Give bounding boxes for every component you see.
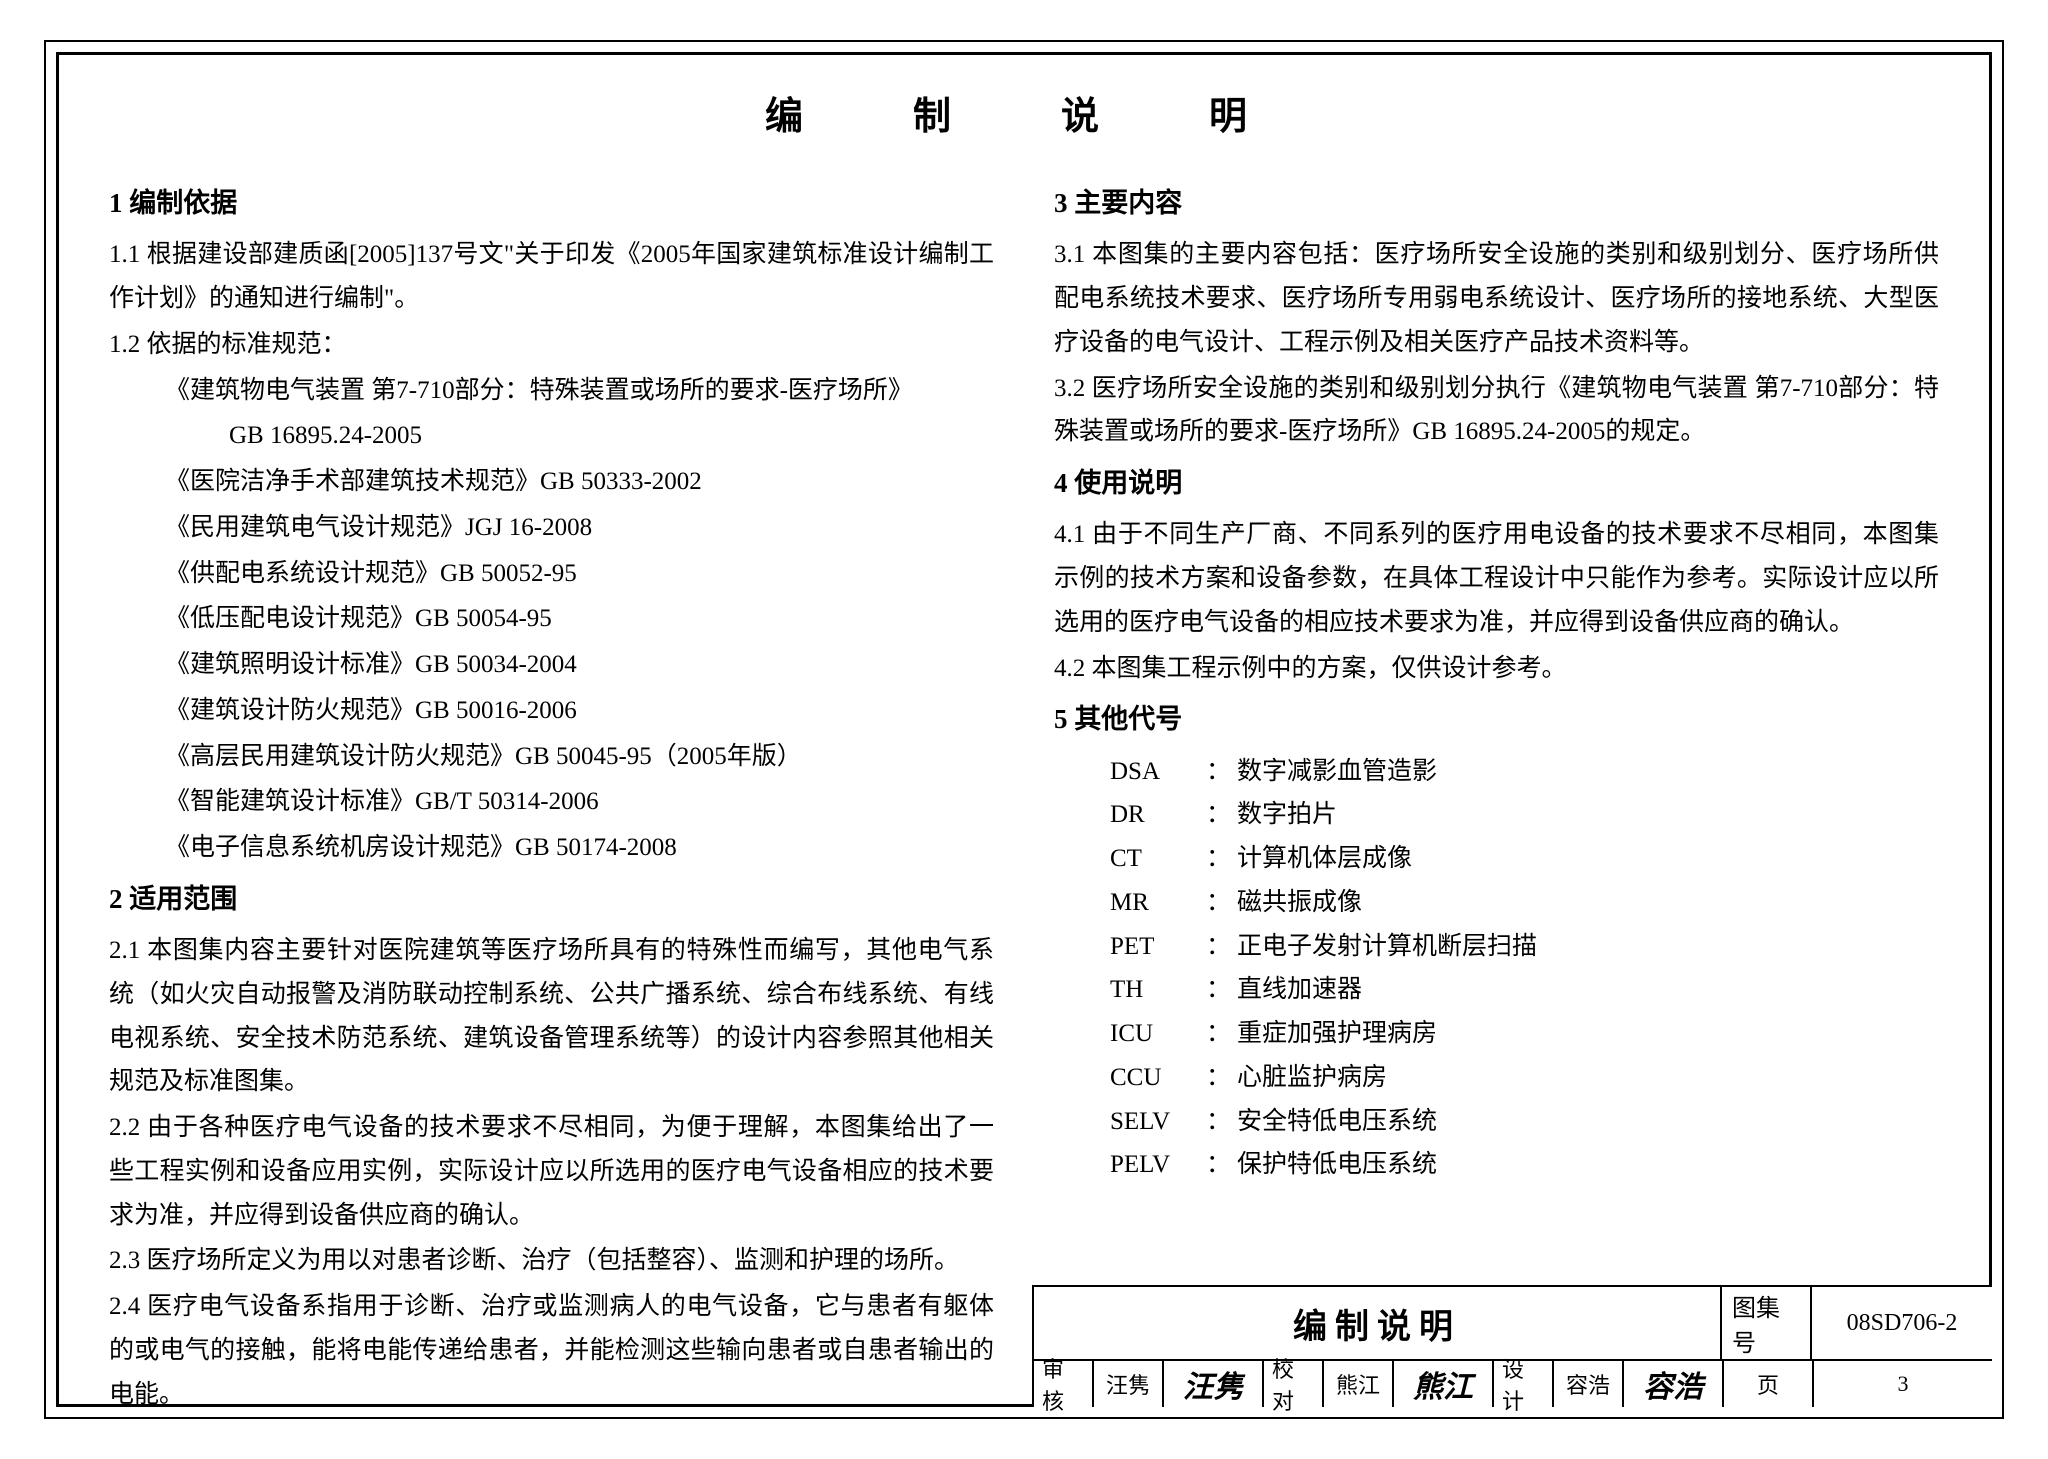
abbr-code: PELV — [1110, 1143, 1200, 1187]
page: 编 制 说 明 1 编制依据 1.1 根据建设部建质函[2005]137号文"关… — [0, 0, 2048, 1459]
abbr-desc: 计算机体层成像 — [1237, 837, 1412, 881]
design-signature: 容浩 — [1624, 1361, 1724, 1407]
check-signature: 熊江 — [1394, 1361, 1494, 1407]
paragraph: 3.1 本图集的主要内容包括：医疗场所安全设施的类别和级别划分、医疗场所供配电系… — [1054, 233, 1939, 364]
check-label: 校对 — [1264, 1361, 1324, 1407]
abbr-desc: 直线加速器 — [1237, 968, 1362, 1012]
abbr-desc: 磁共振成像 — [1237, 881, 1362, 925]
design-label: 设计 — [1494, 1361, 1554, 1407]
paragraph: 2.2 由于各种医疗电气设备的技术要求不尽相同，为便于理解，本图集给出了一些工程… — [109, 1106, 994, 1237]
abbr-code: CT — [1110, 837, 1200, 881]
standard-item: 《供配电系统设计规范》GB 50052-95 — [109, 552, 994, 596]
abbr-list: DSA：数字减影血管造影DR：数字拍片CT：计算机体层成像MR：磁共振成像PET… — [1054, 750, 1939, 1188]
abbr-desc: 正电子发射计算机断层扫描 — [1237, 925, 1537, 969]
title-block-row1: 编制说明 图集号 08SD706-2 — [1034, 1287, 1992, 1359]
section-heading: 1 编制依据 — [109, 180, 994, 227]
title-block-row2: 审核 汪隽 汪隽 校对 熊江 熊江 设计 容浩 容浩 页 3 — [1034, 1359, 1992, 1407]
abbr-desc: 心脏监护病房 — [1237, 1056, 1387, 1100]
abbr-code: PET — [1110, 925, 1200, 969]
paragraph: 2.4 医疗电气设备系指用于诊断、治疗或监测病人的电气设备，它与患者有躯体的或电… — [109, 1285, 994, 1404]
abbr-row: PET：正电子发射计算机断层扫描 — [1054, 925, 1939, 969]
left-column: 1 编制依据 1.1 根据建设部建质函[2005]137号文"关于印发《2005… — [109, 174, 994, 1404]
drawing-title: 编制说明 — [1034, 1287, 1722, 1359]
paragraph: 1.2 依据的标准规范： — [109, 323, 994, 367]
abbr-sep: ： — [1200, 881, 1237, 925]
abbr-sep: ： — [1200, 968, 1237, 1012]
standard-item: 《民用建筑电气设计规范》JGJ 16-2008 — [109, 506, 994, 550]
abbr-row: TH：直线加速器 — [1054, 968, 1939, 1012]
abbr-sep: ： — [1200, 837, 1237, 881]
standard-item: 《医院洁净手术部建筑技术规范》GB 50333-2002 — [109, 460, 994, 504]
paragraph: 2.3 医疗场所定义为用以对患者诊断、治疗（包括整容）、监测和护理的场所。 — [109, 1239, 994, 1283]
abbr-sep: ： — [1200, 1012, 1237, 1056]
abbr-row: SELV：安全特低电压系统 — [1054, 1100, 1939, 1144]
set-number-value: 08SD706-2 — [1812, 1287, 1992, 1359]
inner-frame: 编 制 说 明 1 编制依据 1.1 根据建设部建质函[2005]137号文"关… — [56, 52, 1992, 1407]
abbr-sep: ： — [1200, 750, 1237, 794]
abbr-code: DSA — [1110, 750, 1200, 794]
standard-item: 《建筑照明设计标准》GB 50034-2004 — [109, 643, 994, 687]
abbr-code: CCU — [1110, 1056, 1200, 1100]
standard-code: GB 16895.24-2005 — [109, 414, 994, 458]
abbr-sep: ： — [1200, 1056, 1237, 1100]
abbr-row: MR：磁共振成像 — [1054, 881, 1939, 925]
abbr-code: SELV — [1110, 1100, 1200, 1144]
abbr-code: MR — [1110, 881, 1200, 925]
standard-item: 《高层民用建筑设计防火规范》GB 50045-95（2005年版） — [109, 735, 994, 779]
abbr-desc: 数字拍片 — [1237, 793, 1337, 837]
abbr-row: PELV：保护特低电压系统 — [1054, 1143, 1939, 1187]
abbr-desc: 安全特低电压系统 — [1237, 1100, 1437, 1144]
review-signature: 汪隽 — [1164, 1361, 1264, 1407]
design-name: 容浩 — [1554, 1361, 1624, 1407]
section-heading: 3 主要内容 — [1054, 180, 1939, 227]
standard-item: 《低压配电设计规范》GB 50054-95 — [109, 597, 994, 641]
right-column: 3 主要内容 3.1 本图集的主要内容包括：医疗场所安全设施的类别和级别划分、医… — [1054, 174, 1939, 1404]
check-name: 熊江 — [1324, 1361, 1394, 1407]
paragraph: 4.2 本图集工程示例中的方案，仅供设计参考。 — [1054, 647, 1939, 691]
paragraph: 2.1 本图集内容主要针对医院建筑等医疗场所具有的特殊性而编写，其他电气系统（如… — [109, 929, 994, 1104]
section-heading: 2 适用范围 — [109, 876, 994, 923]
abbr-sep: ： — [1200, 925, 1237, 969]
paragraph: 3.2 医疗场所安全设施的类别和级别划分执行《建筑物电气装置 第7-710部分：… — [1054, 367, 1939, 455]
abbr-desc: 保护特低电压系统 — [1237, 1143, 1437, 1187]
abbr-code: TH — [1110, 968, 1200, 1012]
page-title: 编 制 说 明 — [109, 85, 1939, 140]
abbr-desc: 数字减影血管造影 — [1237, 750, 1437, 794]
abbr-row: DR：数字拍片 — [1054, 793, 1939, 837]
abbr-sep: ： — [1200, 1100, 1237, 1144]
abbr-row: CT：计算机体层成像 — [1054, 837, 1939, 881]
abbr-sep: ： — [1200, 1143, 1237, 1187]
abbr-desc: 重症加强护理病房 — [1237, 1012, 1437, 1056]
outer-frame: 编 制 说 明 1 编制依据 1.1 根据建设部建质函[2005]137号文"关… — [44, 40, 2004, 1419]
section-heading: 4 使用说明 — [1054, 460, 1939, 507]
abbr-row: ICU：重症加强护理病房 — [1054, 1012, 1939, 1056]
body-columns: 1 编制依据 1.1 根据建设部建质函[2005]137号文"关于印发《2005… — [109, 174, 1939, 1404]
standard-item: 《建筑设计防火规范》GB 50016-2006 — [109, 689, 994, 733]
page-label: 页 — [1724, 1361, 1814, 1407]
standard-item: 《建筑物电气装置 第7-710部分：特殊装置或场所的要求-医疗场所》 — [109, 369, 994, 413]
section-heading: 5 其他代号 — [1054, 696, 1939, 743]
review-name: 汪隽 — [1094, 1361, 1164, 1407]
page-number: 3 — [1814, 1361, 1992, 1407]
standard-item: 《智能建筑设计标准》GB/T 50314-2006 — [109, 780, 994, 824]
standard-item: 《电子信息系统机房设计规范》GB 50174-2008 — [109, 826, 994, 870]
abbr-row: CCU：心脏监护病房 — [1054, 1056, 1939, 1100]
set-number-label: 图集号 — [1722, 1287, 1812, 1359]
title-block: 编制说明 图集号 08SD706-2 审核 汪隽 汪隽 校对 熊江 熊江 设计 … — [1032, 1285, 1992, 1407]
abbr-code: ICU — [1110, 1012, 1200, 1056]
abbr-row: DSA：数字减影血管造影 — [1054, 750, 1939, 794]
paragraph: 4.1 由于不同生产厂商、不同系列的医疗用电设备的技术要求不尽相同，本图集示例的… — [1054, 513, 1939, 644]
abbr-sep: ： — [1200, 793, 1237, 837]
abbr-code: DR — [1110, 793, 1200, 837]
review-label: 审核 — [1034, 1361, 1094, 1407]
paragraph: 1.1 根据建设部建质函[2005]137号文"关于印发《2005年国家建筑标准… — [109, 233, 994, 321]
